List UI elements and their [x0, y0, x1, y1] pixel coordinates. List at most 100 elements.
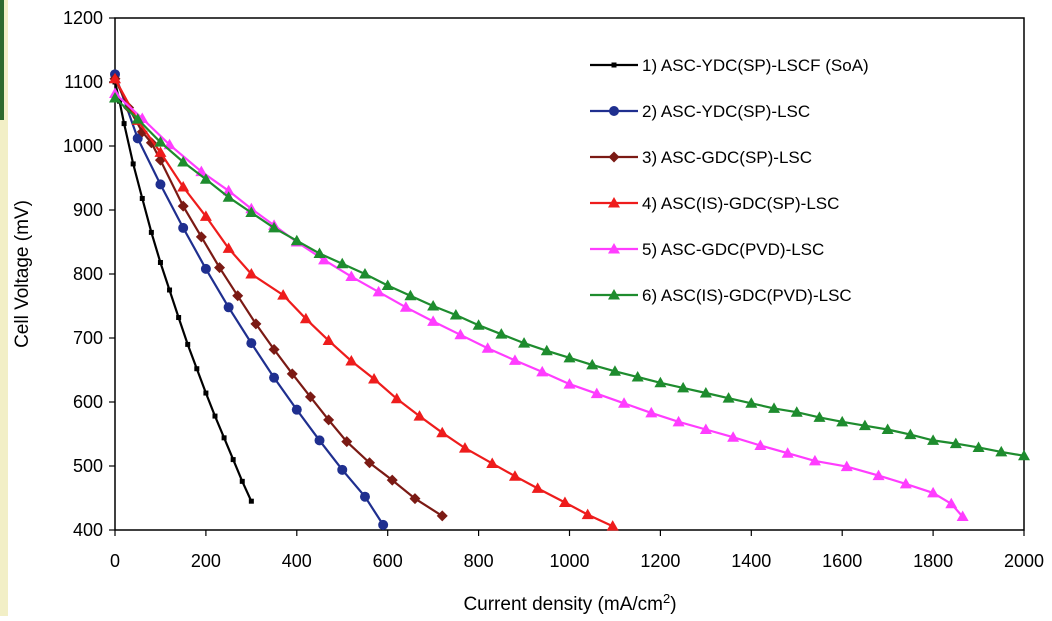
data-point: [590, 387, 603, 399]
x-tick-label: 200: [191, 551, 221, 571]
x-axis-label-superscript: 2: [663, 591, 670, 606]
data-point: [368, 372, 381, 384]
data-point: [199, 210, 212, 221]
legend-label: 6) ASC(IS)-GDC(PVD)-LSC: [642, 286, 852, 305]
data-point: [836, 415, 849, 427]
data-point: [1018, 449, 1030, 461]
data-point: [109, 92, 121, 103]
x-tick-label: 1800: [913, 551, 953, 571]
data-point: [214, 262, 226, 274]
y-tick-label: 1200: [63, 8, 103, 28]
data-point: [840, 460, 853, 472]
data-point: [250, 318, 262, 330]
data-point: [245, 268, 258, 279]
data-point: [322, 334, 335, 346]
data-point: [672, 415, 685, 427]
data-point: [927, 434, 940, 445]
data-point: [581, 508, 594, 520]
series-line: [114, 78, 614, 528]
data-point: [813, 411, 826, 422]
data-point: [531, 482, 544, 493]
data-point: [177, 156, 190, 167]
x-tick-label: 1200: [640, 551, 680, 571]
legend-item-6: 6) ASC(IS)-GDC(PVD)-LSC: [590, 286, 852, 305]
data-point: [436, 426, 449, 438]
data-point: [858, 419, 871, 431]
data-point: [927, 486, 940, 498]
data-point: [608, 365, 621, 376]
data-point: [130, 161, 136, 167]
x-tick-label: 1600: [822, 551, 862, 571]
data-point: [404, 289, 417, 301]
legend-item-2: 2) ASC-YDC(SP)-LSC: [590, 102, 810, 121]
data-point: [291, 404, 302, 415]
series-3: [109, 73, 448, 522]
data-point: [313, 247, 326, 259]
data-point: [167, 287, 173, 293]
legend-swatch-marker: [608, 243, 620, 254]
data-point: [558, 496, 571, 507]
data-point: [949, 437, 962, 449]
legend-item-1: 1) ASC-YDC(SP)-LSCF (SoA): [590, 56, 869, 75]
left-edge-bar: [0, 0, 8, 616]
data-point: [618, 397, 631, 408]
legend-label: 4) ASC(IS)-GDC(SP)-LSC: [642, 194, 839, 213]
data-point: [536, 365, 549, 377]
x-tick-label: 1400: [731, 551, 771, 571]
data-point: [472, 319, 485, 330]
data-point: [109, 72, 121, 84]
x-tick-label: 600: [373, 551, 403, 571]
data-point: [200, 263, 211, 274]
data-point: [409, 493, 421, 505]
left-edge-accent: [0, 0, 4, 120]
x-tick-label: 400: [282, 551, 312, 571]
data-point: [372, 285, 385, 297]
series-2: [110, 69, 389, 530]
y-tick-label: 800: [73, 264, 103, 284]
legend-swatch-marker: [608, 151, 620, 163]
data-point: [654, 376, 667, 388]
data-point: [390, 392, 403, 404]
data-point: [358, 268, 371, 279]
data-point: [645, 406, 658, 418]
data-point: [290, 234, 303, 246]
series-5: [109, 87, 969, 522]
data-point: [540, 344, 553, 356]
data-point: [154, 146, 167, 157]
data-point: [318, 253, 331, 265]
data-point: [222, 191, 235, 202]
data-point: [563, 351, 576, 363]
data-point: [345, 355, 358, 366]
legend-label: 1) ASC-YDC(SP)-LSCF (SoA): [642, 56, 869, 75]
data-point: [148, 229, 154, 235]
data-point: [203, 390, 209, 396]
data-point: [768, 402, 781, 413]
y-tick-label: 400: [73, 520, 103, 540]
legend-swatch-marker: [608, 197, 620, 208]
y-tick-label: 1000: [63, 136, 103, 156]
y-tick-label: 900: [73, 200, 103, 220]
data-point: [154, 136, 167, 147]
legend-swatch-marker: [611, 62, 617, 68]
data-point: [381, 279, 394, 291]
data-point: [436, 510, 448, 522]
data-point: [176, 315, 182, 321]
data-point: [413, 410, 426, 421]
data-point: [336, 257, 349, 269]
data-point: [345, 270, 358, 282]
data-point: [699, 387, 712, 398]
data-point: [185, 341, 191, 347]
data-point: [222, 184, 235, 196]
data-point: [808, 454, 821, 466]
legend-item-4: 4) ASC(IS)-GDC(SP)-LSC: [590, 194, 839, 213]
data-point: [378, 519, 389, 530]
data-point: [277, 289, 290, 300]
data-point: [956, 510, 969, 522]
data-point: [132, 133, 143, 144]
data-point: [386, 474, 398, 486]
data-point: [195, 231, 207, 243]
data-point: [790, 406, 803, 417]
data-point: [495, 328, 508, 339]
x-tick-label: 2000: [1004, 551, 1044, 571]
data-point: [586, 358, 599, 370]
